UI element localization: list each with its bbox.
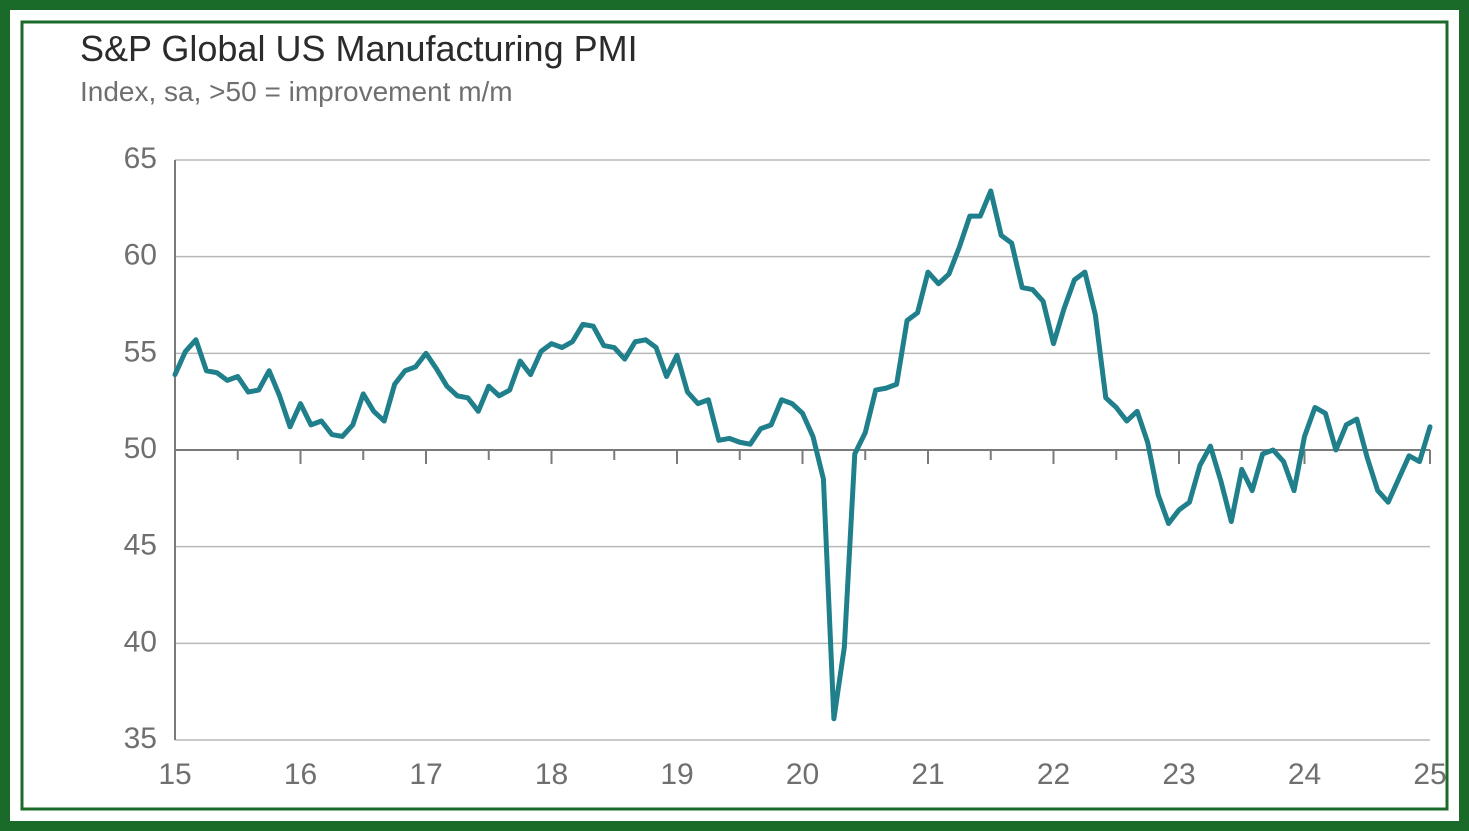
x-tick-label: 21 — [911, 758, 944, 791]
chart-header: S&P Global US Manufacturing PMI Index, s… — [80, 28, 638, 108]
x-tick-label: 19 — [660, 758, 693, 791]
chart-title: S&P Global US Manufacturing PMI — [80, 28, 638, 70]
x-tick-label: 17 — [409, 758, 442, 791]
x-tick-label: 15 — [158, 758, 191, 791]
y-tick-label: 55 — [124, 335, 157, 368]
y-tick-label: 35 — [124, 722, 157, 755]
x-tick-label: 16 — [284, 758, 317, 791]
x-tick-label: 25 — [1413, 758, 1446, 791]
line-chart: 35 40 45 50 55 60 65 15 16 17 18 19 20 21 22 23 24 25 — [0, 0, 1469, 831]
y-tick-label: 45 — [124, 529, 157, 562]
y-tick-label: 50 — [124, 432, 157, 465]
y-tick-label: 60 — [124, 239, 157, 272]
x-tick-label: 22 — [1037, 758, 1070, 791]
x-tick-label: 18 — [535, 758, 568, 791]
y-tick-label: 40 — [124, 625, 157, 658]
x-tick-label: 20 — [786, 758, 819, 791]
chart-frame: S&P Global US Manufacturing PMI Index, s… — [0, 0, 1469, 831]
x-tick-label: 24 — [1288, 758, 1321, 791]
chart-subtitle: Index, sa, >50 = improvement m/m — [80, 76, 638, 108]
y-tick-label: 65 — [124, 142, 157, 175]
x-tick-label: 23 — [1162, 758, 1195, 791]
